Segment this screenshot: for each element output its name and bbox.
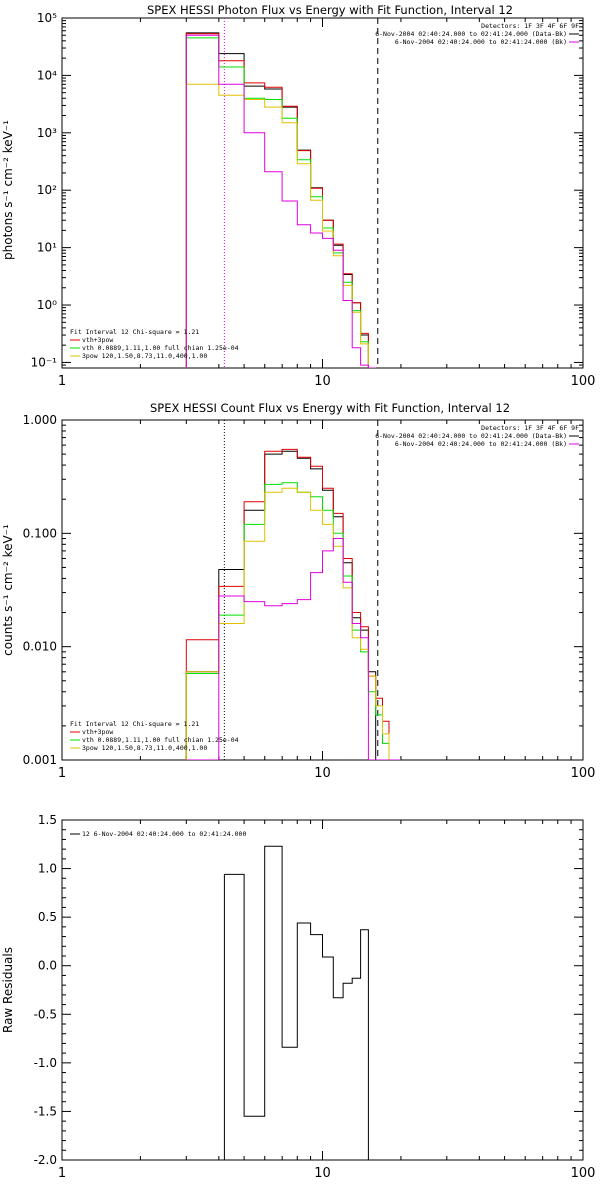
y-tick-label: 1.0 — [38, 862, 57, 876]
legend-text: Detectors: 1F 3F 4F 6F 9F — [481, 22, 579, 30]
y-tick-label: -1.5 — [34, 1104, 57, 1118]
y-tick-label: 10³ — [37, 126, 57, 140]
series-red — [185, 448, 401, 760]
y-tick-label: -2.0 — [34, 1153, 57, 1167]
series-group — [185, 18, 379, 368]
legend-text: Fit Interval 12 Chi-square = 1.21 — [70, 720, 199, 728]
legend-text: 6-Nov-2004 02:40:24.000 to 02:41:24.000 … — [375, 432, 567, 440]
x-tick-label: 10 — [314, 766, 331, 781]
series-green — [185, 482, 401, 760]
y-tick-label: -0.5 — [34, 1007, 57, 1021]
series-yellow — [185, 83, 376, 368]
panel3-ylabel: Raw Residuals — [1, 947, 15, 1033]
x-tick-label: 100 — [571, 374, 596, 389]
y-tick-label: -1.0 — [34, 1056, 57, 1070]
panel3-plot: 1 10 100 -2.0 -1.5 -1.0 -0.5 0.0 0.5 1.0 1.5 12 6-N… — [34, 813, 596, 1181]
y-tick-label: 1.5 — [38, 813, 57, 827]
panel1-ylabel: photons s⁻¹ cm⁻² keV⁻¹ — [1, 120, 15, 260]
y-tick-label: 10⁻¹ — [31, 355, 58, 369]
residuals-panel: Raw Residuals 1 10 100 -2.0 -1.5 -1.0 -0.5 0.0 0… — [1, 813, 595, 1181]
panel2-title: SPEX HESSI Count Flux vs Energy with Fit… — [150, 401, 510, 415]
x-tick-label: 10 — [314, 1166, 331, 1181]
legend-text: Fit Interval 12 Chi-square = 1.21 — [70, 328, 199, 336]
y-tick-label: 0.0 — [38, 959, 57, 973]
panel2-ylabel: counts s⁻¹ cm⁻² keV⁻¹ — [1, 524, 15, 656]
y-tick-label: 1.000 — [23, 413, 57, 427]
count-flux-panel: SPEX HESSI Count Flux vs Energy with Fit… — [1, 401, 595, 781]
legend-text: 3pow 120,1.50,8.73,11.0,400,1.00 — [82, 744, 207, 752]
legend-text: Detectors: 1F 3F 4F 6F 9F — [481, 424, 579, 432]
series-magenta — [186, 538, 401, 760]
x-tick-label: 10 — [314, 374, 331, 389]
series-black — [185, 32, 376, 368]
legend-text: 6-Nov-2004 02:40:24.000 to 02:41:24.000 … — [395, 440, 567, 448]
series-group — [223, 845, 378, 1160]
y-tick-label: 0.010 — [23, 640, 57, 654]
panel1-title: SPEX HESSI Photon Flux vs Energy with Fi… — [147, 3, 513, 17]
legend-text: vth 0.0889,1.11,1.00 full chian 1.25e-04 — [82, 736, 239, 744]
panel1-plot: 1 10 100 10⁻¹ 10⁰ 10¹ 10² 10³ 10⁴ 10⁵ Detectors: 1… — [31, 11, 596, 389]
x-tick-label: 1 — [58, 766, 66, 781]
series-black — [185, 450, 401, 760]
series-magenta — [185, 34, 376, 368]
legend-text: 12 6-Nov-2004 02:40:24.000 to 02:41:24.0… — [82, 830, 246, 838]
y-tick-label: 0.5 — [38, 910, 57, 924]
x-tick-label: 100 — [571, 766, 596, 781]
x-tick-label: 1 — [58, 1166, 66, 1181]
legend-text: 6-Nov-2004 02:40:24.000 to 02:41:24.000 … — [375, 30, 567, 38]
series-group — [185, 420, 401, 760]
y-tick-label: 0.100 — [23, 526, 57, 540]
x-tick-label: 1 — [58, 374, 66, 389]
legend-text: 6-Nov-2004 02:40:24.000 to 02:41:24.000 … — [395, 38, 567, 46]
panel2-plot: 1 10 100 0.001 0.010 0.100 1.000 Detectors: 1F … — [23, 413, 596, 781]
y-tick-label: 10⁵ — [37, 11, 57, 25]
x-tick-label: 100 — [571, 1166, 596, 1181]
legend-text: vth 0.0889,1.11,1.00 full chian 1.25e-04 — [82, 344, 239, 352]
series-black — [223, 845, 378, 1160]
legend-text: vth+3pow — [82, 728, 113, 736]
series-yellow — [185, 487, 401, 760]
y-tick-label: 10² — [37, 183, 57, 197]
legend-text: 3pow 120,1.50,8.73,11.0,400,1.00 — [82, 352, 207, 360]
y-tick-label: 10⁰ — [37, 298, 57, 312]
y-tick-label: 10¹ — [37, 241, 57, 255]
photon-flux-panel: SPEX HESSI Photon Flux vs Energy with Fi… — [1, 3, 595, 389]
plot-frame — [61, 819, 584, 1161]
legend-text: vth+3pow — [82, 336, 113, 344]
y-tick-label: 0.001 — [23, 753, 57, 767]
y-tick-label: 10⁴ — [37, 68, 57, 82]
